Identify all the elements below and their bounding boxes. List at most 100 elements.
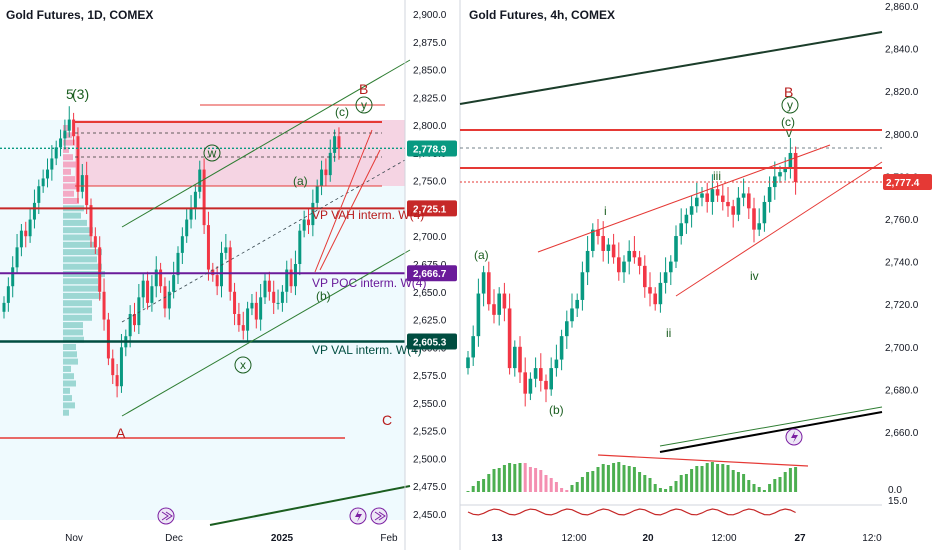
volume-profile-bar [63, 344, 76, 350]
right-candle-body [513, 346, 517, 369]
oscillator-bar [762, 490, 766, 492]
wave-y-circle [355, 96, 373, 114]
right-candle-body [523, 372, 527, 394]
right-candle-body [643, 265, 647, 288]
oscillator-bar [632, 467, 636, 492]
right-y-tick: 2,760.0 [885, 215, 919, 226]
volume-profile-bar [63, 234, 90, 241]
left-candle-body [263, 280, 267, 298]
right-x-tick: 20 [642, 533, 654, 544]
left-candle-body [102, 291, 106, 320]
left-candle-body [11, 267, 15, 287]
left-y-tick: 2,750.0 [413, 177, 447, 188]
oscillator-bar [534, 468, 538, 492]
left-candle-body [137, 297, 141, 326]
oscillator-bar [482, 479, 486, 492]
svg-text:2,777.4: 2,777.4 [886, 178, 920, 189]
oscillator-bar [591, 471, 595, 492]
left-candle-body [254, 302, 258, 320]
volume-profile-bar [63, 300, 92, 307]
guide-line [537, 144, 831, 253]
oscillator-bar [497, 468, 501, 492]
right-x-tick: 27 [794, 533, 806, 544]
vp-poc-label: VP POC interm. W(4) [312, 276, 426, 290]
left-candle-body [272, 291, 276, 303]
left-candle-body [241, 325, 245, 331]
guide-line [675, 161, 883, 297]
oscillator-bar [606, 465, 610, 492]
guide-line [209, 485, 411, 526]
flash-icon-right[interactable] [785, 428, 803, 446]
oscillator-bar [674, 481, 678, 492]
guide-line [659, 411, 883, 453]
volume-profile-bar [63, 329, 83, 336]
left-candle-body [172, 275, 176, 292]
right-chart-title: Gold Futures, 4h, COMEX [469, 8, 615, 22]
flash-icon[interactable] [349, 507, 367, 525]
replay-icon[interactable] [157, 507, 175, 525]
right-candle-body [653, 293, 657, 305]
right-price-tag: 2,777.4 [883, 173, 932, 190]
forward-icon[interactable] [370, 507, 388, 525]
right-candle-body [715, 189, 720, 196]
wave-a-label: A [116, 425, 126, 441]
oscillator-bar [487, 474, 491, 492]
right-candle-body [549, 368, 553, 390]
right-wave-c-label: (c) [781, 115, 795, 129]
right-candle-body [585, 250, 590, 273]
left-candle-body [189, 208, 193, 220]
left-candle-body [93, 236, 97, 248]
volume-profile-bar [63, 365, 71, 372]
right-candle-body [710, 189, 715, 202]
right-candle-body [559, 336, 564, 360]
right-candle-body [606, 244, 611, 251]
volume-profile-bar [63, 161, 76, 168]
left-candle-body [167, 291, 171, 309]
vp-vah-label: VP VAH interm. W(4) [312, 208, 424, 222]
oscillator-bar [466, 491, 470, 492]
oscillator-bar [549, 478, 553, 492]
oscillator-bar [523, 463, 527, 492]
oscillator-bar [648, 478, 652, 492]
oscillator-bar [778, 477, 782, 492]
volume-profile-bar [63, 154, 73, 161]
oscillator-bar [653, 484, 657, 492]
volume-profile-bar [63, 241, 96, 248]
left-y-tick: 2,650.0 [413, 288, 447, 299]
volume-profile-bar [63, 168, 71, 175]
left-candle-body [333, 136, 337, 153]
wave-c-label: C [382, 412, 392, 428]
volume-profile-bar [63, 190, 74, 197]
left-candle-body [59, 138, 63, 148]
right-candle-body [658, 282, 663, 305]
right-candle-body [487, 272, 491, 305]
left-candle-body [37, 186, 41, 203]
left-candle-body [98, 247, 102, 292]
oscillator-bar [747, 480, 751, 492]
left-candle-body [141, 280, 145, 298]
wave-b-paren-label: (b) [316, 289, 331, 303]
left-candle-body [154, 269, 158, 287]
volume-profile-bar [63, 176, 75, 183]
right-candle-body [663, 272, 668, 283]
volume-profile-bar [63, 409, 69, 416]
left-candle-body [115, 375, 119, 387]
volume-profile-bar [63, 314, 92, 321]
oscillator-bar [736, 472, 740, 492]
left-y-tick: 2,900.0 [413, 10, 447, 21]
right-candle-body [637, 257, 642, 266]
right-candle-body [726, 201, 730, 207]
volume-profile-bar [63, 219, 87, 226]
guide-line [121, 159, 406, 323]
left-candle-body [220, 252, 223, 287]
left-candle-body [233, 291, 237, 314]
oscillator-line [467, 508, 796, 516]
oscillator-bar [601, 464, 605, 492]
right-candle-body [773, 176, 777, 188]
right-y-tick: 2,720.0 [885, 300, 919, 311]
right-wave-b-top-label: B [784, 84, 793, 100]
left-candle-body [41, 178, 45, 187]
left-candle-body [180, 236, 184, 253]
oscillator-bar [664, 489, 668, 492]
